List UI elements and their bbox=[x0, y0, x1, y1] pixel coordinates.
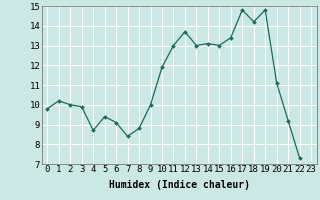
X-axis label: Humidex (Indice chaleur): Humidex (Indice chaleur) bbox=[109, 180, 250, 190]
